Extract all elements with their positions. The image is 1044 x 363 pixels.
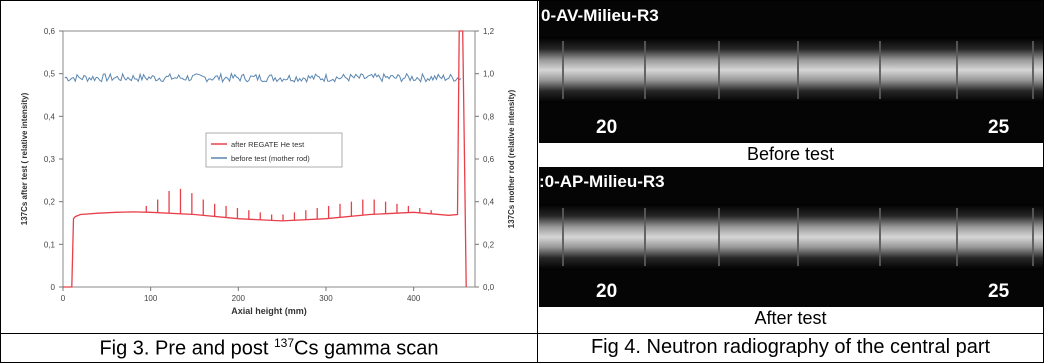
rod-before xyxy=(539,37,1043,103)
x-axis-label: Axial height (mm) xyxy=(231,306,307,316)
radiograph-before-num-right: 25 xyxy=(988,117,1010,138)
fig4-caption: Fig 4. Neutron radiography of the centra… xyxy=(590,336,991,358)
fig3-caption-post: Cs gamma scan xyxy=(294,337,439,360)
fig3-caption-sup: 137 xyxy=(274,336,295,350)
pellet-gap xyxy=(562,208,564,266)
pellet-gap xyxy=(797,41,799,99)
right-y-tick-label: 0,2 xyxy=(483,240,495,249)
radiograph-before-label: 0-AV-Milieu-R3 xyxy=(541,6,659,25)
after-test-caption: After test xyxy=(754,308,827,328)
x-tick-label: 100 xyxy=(144,294,158,303)
series-after-test-line xyxy=(63,30,467,288)
right-y-tick-label: 0,8 xyxy=(483,112,495,121)
rod-after xyxy=(539,204,1043,270)
chart-legend: after REGATE He test before test (mother … xyxy=(205,132,343,168)
right-y-tick-label: 1,0 xyxy=(483,70,495,79)
fig4-radiography-cell: 0-AV-Milieu-R3 20 25 :0-AP-Milieu-R3 20 … xyxy=(538,0,1044,334)
pellet-gap xyxy=(562,41,564,99)
x-tick-label: 0 xyxy=(61,294,66,303)
fig3-caption-pre: Fig 3. Pre and post xyxy=(99,337,274,360)
legend-box xyxy=(205,132,343,168)
radiograph-after-num-right: 25 xyxy=(988,281,1010,302)
neutron-radiography: 0-AV-Milieu-R3 20 25 :0-AP-Milieu-R3 20 … xyxy=(539,1,1043,307)
pellet-gap xyxy=(797,208,799,266)
pellet-gap xyxy=(718,41,720,99)
series-before-test-line xyxy=(64,72,462,84)
gamma-scan-chart: 0 0,1 0,2 0,3 0,4 0,5 0,6 0,0 0,2 0,4 0,6 0,8 1,0 1,2… xyxy=(20,27,516,316)
left-y-tick-label: 0,3 xyxy=(44,155,56,164)
pellet-gap xyxy=(879,41,881,99)
radiograph-after-label: :0-AP-Milieu-R3 xyxy=(539,172,665,191)
fig3-caption-cell: Fig 3. Pre and post 137Cs gamma scan xyxy=(0,333,538,363)
right-y-tick-label: 0,6 xyxy=(483,155,495,164)
pellet-gap xyxy=(644,41,646,99)
legend-label-after: after REGATE He test xyxy=(231,140,305,149)
right-y-axis-label: 137Cs mother rod (relative intensity) xyxy=(507,89,516,228)
radiograph-after: :0-AP-Milieu-R3 20 25 xyxy=(539,167,1043,307)
radiograph-before-num-left: 20 xyxy=(596,117,617,138)
right-y-tick-label: 1,2 xyxy=(483,27,495,36)
before-test-caption: Before test xyxy=(746,144,835,164)
left-y-tick-label: 0,2 xyxy=(44,198,56,207)
pellet-gap xyxy=(1032,208,1034,266)
radiograph-after-num-left: 20 xyxy=(596,281,617,302)
pellet-gap xyxy=(956,41,958,99)
left-y-tick-label: 0,1 xyxy=(44,240,56,249)
right-y-tick-label: 0,0 xyxy=(483,283,495,292)
left-y-axis-label: 137Cs after test ( relative intensity) xyxy=(20,92,29,225)
pellet-gap xyxy=(956,208,958,266)
pellet-gap xyxy=(1032,41,1034,99)
x-tick-label: 400 xyxy=(407,294,421,303)
radiograph-before: 0-AV-Milieu-R3 20 25 xyxy=(539,1,1043,143)
fig3-chart-cell: 0 0,1 0,2 0,3 0,4 0,5 0,6 0,0 0,2 0,4 0,6 0,8 1,0 1,2… xyxy=(0,0,538,334)
fig3-caption: Fig 3. Pre and post 137Cs gamma scan xyxy=(1,336,537,361)
x-tick-label: 300 xyxy=(319,294,333,303)
left-y-tick-label: 0,4 xyxy=(44,112,56,121)
left-y-tick-label: 0,6 xyxy=(44,27,56,36)
legend-label-before: before test (mother rod) xyxy=(231,154,310,163)
fig4-caption-cell: Fig 4. Neutron radiography of the centra… xyxy=(538,333,1044,363)
pellet-gap xyxy=(718,208,720,266)
pellet-gap xyxy=(879,208,881,266)
x-tick-label: 200 xyxy=(232,294,246,303)
left-y-tick-label: 0,5 xyxy=(44,70,56,79)
right-y-tick-label: 0,4 xyxy=(483,198,495,207)
left-y-tick-label: 0 xyxy=(51,283,56,292)
pellet-gap xyxy=(644,208,646,266)
